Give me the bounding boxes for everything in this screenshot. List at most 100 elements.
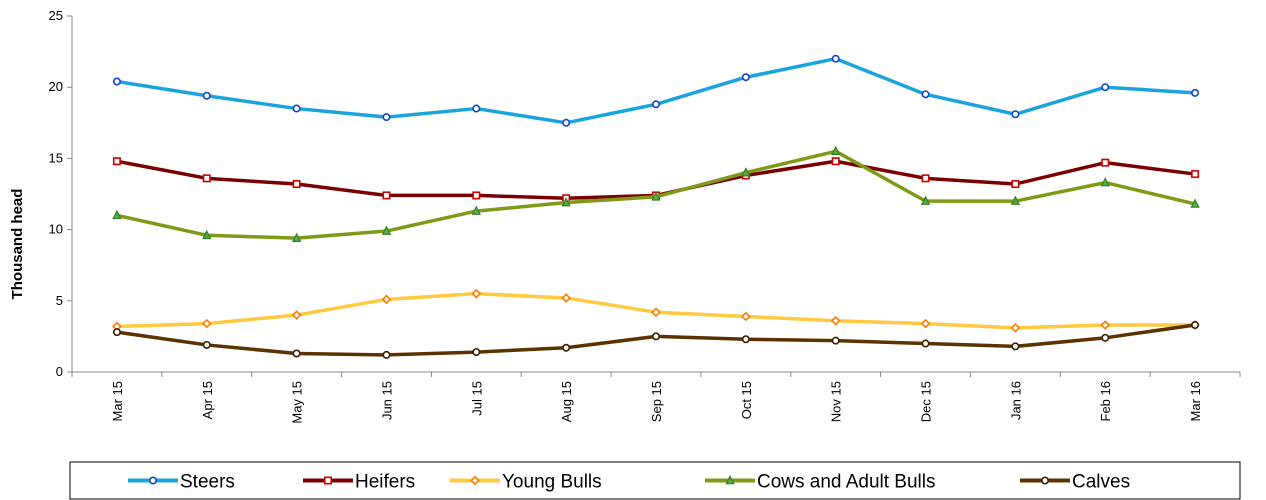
data-point bbox=[381, 225, 392, 235]
legend-label: Steers bbox=[180, 472, 235, 493]
x-tick-label: Nov 15 bbox=[829, 381, 844, 422]
y-axis-label: Thousand head bbox=[9, 189, 26, 300]
x-tick-label: Jan 16 bbox=[1008, 381, 1023, 420]
data-point bbox=[561, 197, 571, 207]
data-point bbox=[1011, 342, 1020, 351]
series-group bbox=[112, 54, 1200, 359]
x-tick-label: May 15 bbox=[290, 381, 305, 424]
x-tick-label: Apr 15 bbox=[200, 381, 215, 419]
data-point bbox=[292, 180, 301, 189]
data-point bbox=[562, 118, 571, 127]
legend-label: Calves bbox=[1072, 472, 1130, 493]
legend-label: Cows and Adult Bulls bbox=[757, 472, 936, 493]
x-tick-label: Aug 15 bbox=[559, 381, 574, 422]
x-tick-label: Oct 15 bbox=[739, 381, 754, 419]
data-point bbox=[1190, 198, 1200, 208]
data-point bbox=[831, 54, 840, 63]
data-point bbox=[382, 113, 391, 122]
legend-marker bbox=[149, 476, 158, 485]
data-point bbox=[1101, 333, 1110, 342]
data-point bbox=[292, 349, 301, 358]
data-point bbox=[112, 77, 121, 86]
y-tick-label: 15 bbox=[49, 150, 63, 165]
data-point bbox=[830, 315, 841, 326]
legend-marker bbox=[323, 476, 332, 485]
series-line bbox=[116, 56, 1196, 125]
axes bbox=[71, 16, 1240, 373]
y-tick-label: 0 bbox=[56, 364, 63, 379]
data-point bbox=[472, 348, 481, 357]
data-point bbox=[382, 350, 391, 359]
y-ticks: 0 5 10 15 20 25 bbox=[49, 8, 72, 379]
legend-label: Young Bulls bbox=[502, 472, 602, 493]
data-point bbox=[921, 339, 930, 348]
data-point bbox=[920, 195, 931, 205]
legend-label: Heifers bbox=[355, 472, 415, 493]
data-point bbox=[831, 145, 841, 156]
y-tick-label: 10 bbox=[49, 222, 63, 237]
legend-marker bbox=[1041, 476, 1050, 485]
x-tick-label: Feb 16 bbox=[1098, 381, 1113, 421]
data-point bbox=[202, 229, 212, 240]
data-point bbox=[562, 343, 571, 352]
data-point bbox=[112, 209, 122, 220]
data-point bbox=[921, 90, 930, 99]
data-point bbox=[112, 328, 121, 337]
series-cows-and-adult-bulls bbox=[112, 145, 1200, 242]
series-steers bbox=[112, 54, 1200, 127]
data-point bbox=[921, 174, 930, 183]
data-point bbox=[201, 318, 212, 329]
data-point bbox=[741, 73, 750, 82]
data-point bbox=[651, 332, 660, 341]
legend-item: Calves bbox=[1020, 472, 1130, 493]
data-point bbox=[1191, 88, 1200, 97]
data-point bbox=[741, 335, 750, 344]
data-point bbox=[1010, 195, 1021, 205]
data-point bbox=[382, 191, 391, 200]
x-tick-label: Mar 16 bbox=[1188, 381, 1203, 421]
y-tick-label: 5 bbox=[56, 293, 63, 308]
data-point bbox=[651, 100, 660, 109]
data-point bbox=[741, 311, 751, 322]
x-tick-label: Jun 15 bbox=[379, 381, 394, 420]
data-point bbox=[472, 191, 481, 200]
data-point bbox=[202, 174, 211, 183]
data-point bbox=[1101, 158, 1110, 167]
data-point bbox=[831, 336, 840, 345]
x-tick-label: Mar 15 bbox=[110, 381, 125, 421]
x-ticks: Mar 15 Apr 15 May 15 Jun 15 Jul 15 Aug 15 Sep … bbox=[71, 372, 1241, 424]
x-tick-label: Dec 15 bbox=[919, 381, 934, 422]
data-point bbox=[202, 91, 211, 100]
data-point bbox=[292, 104, 301, 113]
data-point bbox=[471, 288, 482, 299]
data-point bbox=[291, 310, 302, 320]
data-point bbox=[1010, 323, 1021, 333]
data-point bbox=[741, 167, 751, 177]
data-point bbox=[202, 340, 211, 349]
data-point bbox=[472, 104, 481, 113]
data-point bbox=[381, 294, 392, 305]
data-point bbox=[291, 232, 302, 242]
series-calves bbox=[112, 321, 1200, 359]
legend-item: Heifers bbox=[303, 472, 415, 493]
data-point bbox=[651, 191, 661, 201]
data-point bbox=[1100, 177, 1110, 187]
series-young-bulls bbox=[112, 288, 1200, 333]
data-point bbox=[471, 205, 481, 215]
x-tick-label: Jul 15 bbox=[469, 381, 484, 416]
legend-item: Young Bulls bbox=[450, 472, 602, 493]
data-point bbox=[1100, 320, 1111, 330]
data-point bbox=[1191, 321, 1200, 330]
data-point bbox=[651, 307, 661, 318]
x-tick-label: Sep 15 bbox=[649, 381, 664, 422]
data-point bbox=[1011, 110, 1020, 119]
data-point bbox=[112, 157, 121, 166]
legend-marker bbox=[470, 475, 480, 486]
data-point bbox=[831, 157, 840, 166]
legend-item: Cows and Adult Bulls bbox=[705, 472, 936, 493]
legend-marker bbox=[725, 474, 735, 485]
legend: Steers Heifers Young Bulls Cows and Adult B… bbox=[69, 461, 1241, 500]
legend-item: Steers bbox=[128, 472, 235, 493]
data-point bbox=[1011, 180, 1020, 189]
